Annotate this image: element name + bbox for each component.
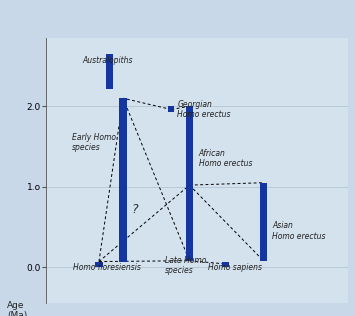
Bar [222, 262, 229, 267]
Text: Age
(Ma): Age (Ma) [7, 301, 27, 316]
Bar [119, 98, 127, 262]
Text: Asian
Homo erectus: Asian Homo erectus [273, 221, 326, 241]
Text: Georgian
Homo erectus: Georgian Homo erectus [178, 100, 231, 119]
Text: Homo floresiensis: Homo floresiensis [73, 263, 141, 272]
Bar [106, 54, 113, 88]
Bar [168, 106, 174, 112]
Text: African
Homo erectus: African Homo erectus [198, 149, 252, 168]
Text: Homo sapiens: Homo sapiens [208, 263, 262, 272]
Bar [186, 106, 193, 185]
Text: Australopiths: Australopiths [82, 56, 133, 64]
Bar [186, 185, 193, 261]
Bar [260, 183, 267, 261]
Bar [95, 262, 103, 267]
Text: ?: ? [132, 203, 138, 216]
Text: Late Homo
species: Late Homo species [165, 256, 207, 275]
Text: Early Homo
species: Early Homo species [72, 133, 116, 152]
